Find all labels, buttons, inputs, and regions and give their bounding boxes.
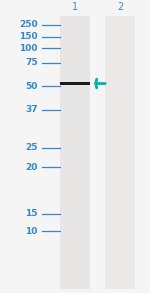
Text: 50: 50 xyxy=(25,82,38,91)
Text: 150: 150 xyxy=(19,32,38,41)
Text: 10: 10 xyxy=(25,227,38,236)
Text: 1: 1 xyxy=(72,2,78,12)
Bar xyxy=(60,82,90,86)
Text: 2: 2 xyxy=(117,2,123,12)
Text: 20: 20 xyxy=(25,163,38,171)
Text: 100: 100 xyxy=(19,44,38,53)
Text: 250: 250 xyxy=(19,21,38,29)
Text: 15: 15 xyxy=(25,209,38,218)
Bar xyxy=(105,16,135,289)
Text: 37: 37 xyxy=(25,105,38,114)
Bar xyxy=(60,16,90,289)
Text: 75: 75 xyxy=(25,59,38,67)
Text: 25: 25 xyxy=(25,144,38,152)
